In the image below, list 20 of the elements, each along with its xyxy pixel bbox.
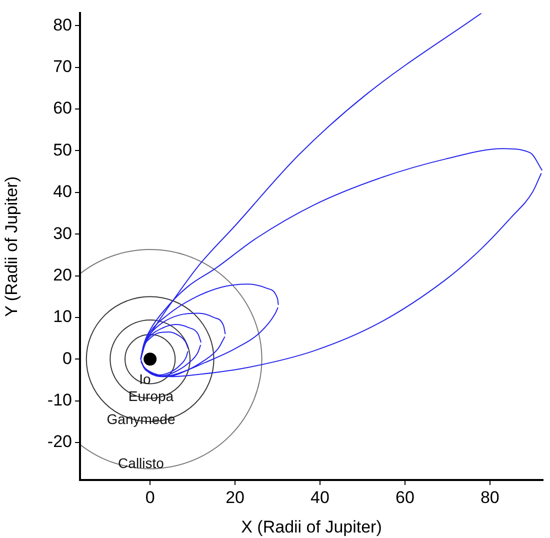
y-tick-label: 60 xyxy=(53,98,72,118)
y-tick-label: 30 xyxy=(53,224,72,243)
annotation: Io xyxy=(139,370,152,387)
x-tick-label: 20 xyxy=(226,488,244,507)
y-axis-title: Y (Radii of Jupiter) xyxy=(2,176,21,317)
y-tick-label: 40 xyxy=(53,182,72,202)
x-tick-label: 80 xyxy=(480,488,500,507)
y-tick-label: 10 xyxy=(53,307,72,326)
y-tick-label: -10 xyxy=(47,390,72,410)
x-axis-title: X (Radii of Jupiter) xyxy=(241,517,382,536)
y-tick-label: 0 xyxy=(62,348,72,368)
annotation: Callisto xyxy=(118,454,164,471)
y-tick-label: 20 xyxy=(53,265,72,284)
y-tick-label: 50 xyxy=(53,140,72,160)
y-tick-label: 70 xyxy=(53,57,72,76)
x-tick-label: 60 xyxy=(395,488,414,507)
x-tick-label: 40 xyxy=(310,488,330,507)
y-tick-label: 80 xyxy=(53,15,72,34)
x-tick-label: 0 xyxy=(145,488,155,507)
y-tick-label: -20 xyxy=(47,432,72,452)
